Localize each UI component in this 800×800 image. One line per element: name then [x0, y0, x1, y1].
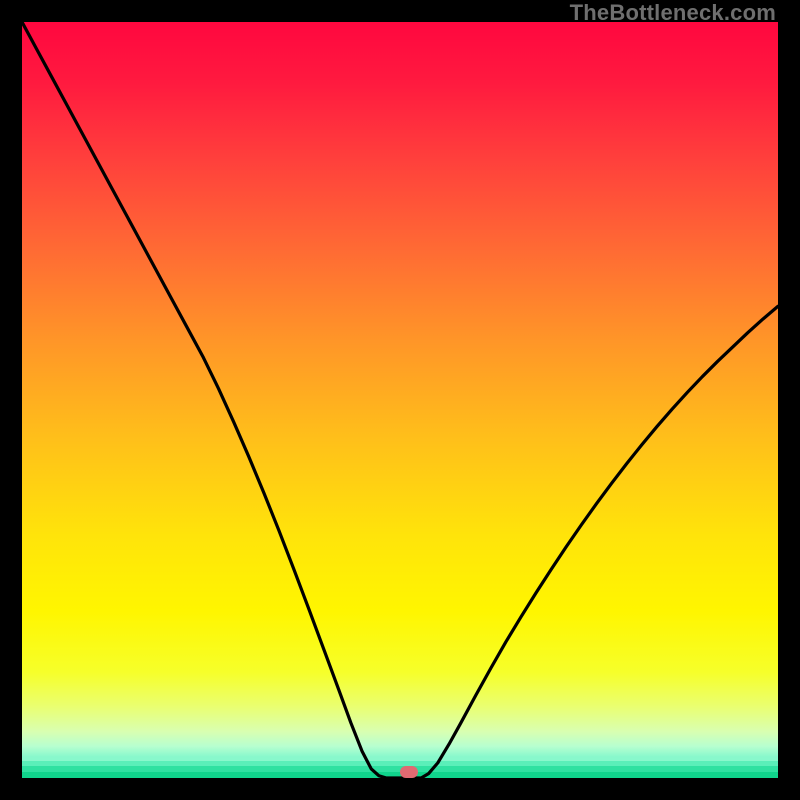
bottleneck-curve — [22, 22, 778, 778]
curve-layer — [22, 22, 778, 778]
chart-frame: TheBottleneck.com — [0, 0, 800, 800]
plot-area — [22, 22, 778, 778]
min-marker — [400, 766, 418, 778]
